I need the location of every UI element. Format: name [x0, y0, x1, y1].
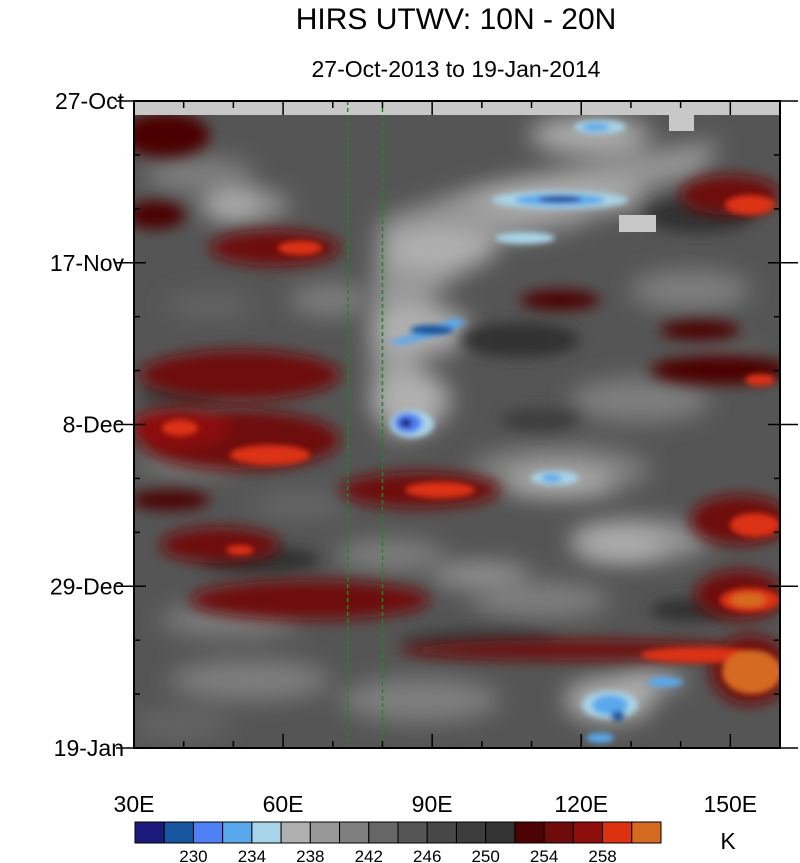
y-tick-label: 8-Dec [63, 412, 124, 438]
y-tick-label: 19-Jan [54, 735, 124, 761]
colorbar-label: 246 [413, 847, 441, 863]
colorbar-label: 254 [530, 847, 558, 863]
x-tick-label: 60E [263, 791, 304, 817]
colorbar-box [192, 821, 224, 844]
x-tick-label: 120E [554, 791, 608, 817]
chart-title: HIRS UTWV: 10N - 20N [296, 3, 617, 36]
colorbar-label: 230 [179, 847, 207, 863]
colorbar-unit: K [720, 828, 736, 854]
colorbar-label: 250 [471, 847, 499, 863]
colorbar-box [455, 821, 487, 844]
colorbar-box [602, 821, 633, 844]
contour-field [134, 101, 780, 748]
y-tick-label: 27-Oct [55, 88, 125, 114]
x-tick-label: 150E [703, 791, 757, 817]
cold-regions [388, 120, 683, 743]
colorbar-box [397, 821, 428, 844]
y-tick-label: 17-Nov [50, 250, 125, 276]
warm-cores [162, 195, 780, 694]
colorbar-box [339, 821, 370, 844]
colorbar-box [280, 821, 311, 844]
missing-data-patch [669, 115, 694, 131]
colorbar-box [572, 821, 604, 844]
reference-lines [346, 101, 384, 748]
colorbar-label: 234 [238, 847, 266, 863]
y-tick-label: 29-Dec [50, 573, 124, 599]
axes: 30E 60E 90E 120E 150E 27-Oct 17-Nov 8-Dec 29-Dec… [50, 88, 798, 817]
colorbar-label: 258 [588, 847, 616, 863]
colorbar: 230 234 238 242 246 250 254 258 [134, 821, 662, 863]
colorbar-box [251, 821, 282, 844]
chart-subtitle: 27-Oct-2013 to 19-Jan-2014 [312, 56, 601, 82]
colorbar-box [368, 821, 399, 844]
x-tick-label: 30E [114, 791, 155, 817]
colorbar-box [163, 821, 194, 844]
colorbar-box [485, 821, 516, 844]
colorbar-label: 242 [355, 847, 383, 863]
missing-data-band [134, 101, 780, 115]
colorbar-box [309, 821, 341, 844]
x-tick-label: 90E [412, 791, 453, 817]
colorbar-box [631, 821, 662, 844]
colorbar-box [514, 821, 545, 844]
colorbar-box [134, 821, 165, 844]
colorbar-box [222, 821, 253, 844]
colorbar-label: 238 [296, 847, 324, 863]
colorbar-box [543, 821, 574, 844]
colorbar-box [426, 821, 457, 844]
missing-data-patch [619, 215, 656, 232]
